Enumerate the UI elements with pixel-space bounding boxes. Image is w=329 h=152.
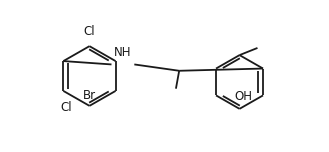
Text: Br: Br — [83, 89, 96, 102]
Text: Cl: Cl — [84, 25, 95, 38]
Text: OH: OH — [234, 90, 252, 103]
Text: NH: NH — [114, 46, 132, 59]
Text: Cl: Cl — [61, 101, 72, 114]
